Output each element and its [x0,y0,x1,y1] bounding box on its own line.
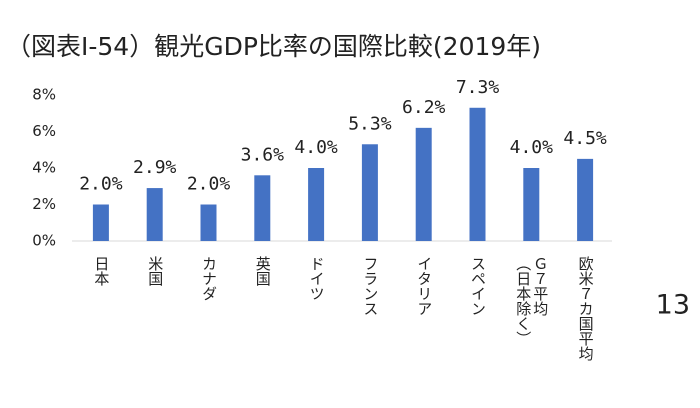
chart-title: （図表Ⅰ-54）観光GDP比率の国際比較(2019年) [6,32,541,61]
x-tick-label: スペイン [469,256,487,316]
value-label: 2.0% [79,174,123,195]
x-tick-label: フランス [361,256,380,316]
bar [577,158,594,241]
value-label: 7.3% [456,77,500,98]
bar [469,107,486,242]
y-tick-label: 8% [32,86,56,104]
value-label: 4.0% [510,137,554,158]
bar [200,204,217,241]
value-label: 2.9% [133,157,177,178]
value-label: 4.0% [294,137,338,158]
y-tick-label: 4% [32,159,56,177]
y-tick-label: 2% [32,195,56,213]
x-tick-label: 日本 [92,256,111,286]
y-tick-label: 0% [32,232,56,250]
bar [415,127,432,241]
value-label: 4.5% [563,128,607,149]
y-tick-label: 6% [32,122,56,140]
x-tick-label: カナダ [200,256,218,301]
x-tick-label: ドイツ [307,256,326,301]
x-tick-label: 英国 [253,256,272,286]
x-tick-label: イタリア [415,256,434,316]
x-tick-label: 欧米７カ国平均 [576,256,595,361]
value-label: 5.3% [348,113,392,134]
value-label: 6.2% [402,97,446,118]
value-label: 2.0% [187,174,231,195]
bar [523,168,540,241]
value-label: 3.6% [241,144,285,165]
x-tick-label: Ｇ７平均 （日本除く） [514,256,550,346]
bar [254,175,271,241]
page-number: 13 [656,290,690,321]
bar [308,168,325,241]
x-tick-label: 米国 [146,256,165,286]
bar [92,204,109,241]
bar [146,188,163,241]
bar [361,144,378,241]
